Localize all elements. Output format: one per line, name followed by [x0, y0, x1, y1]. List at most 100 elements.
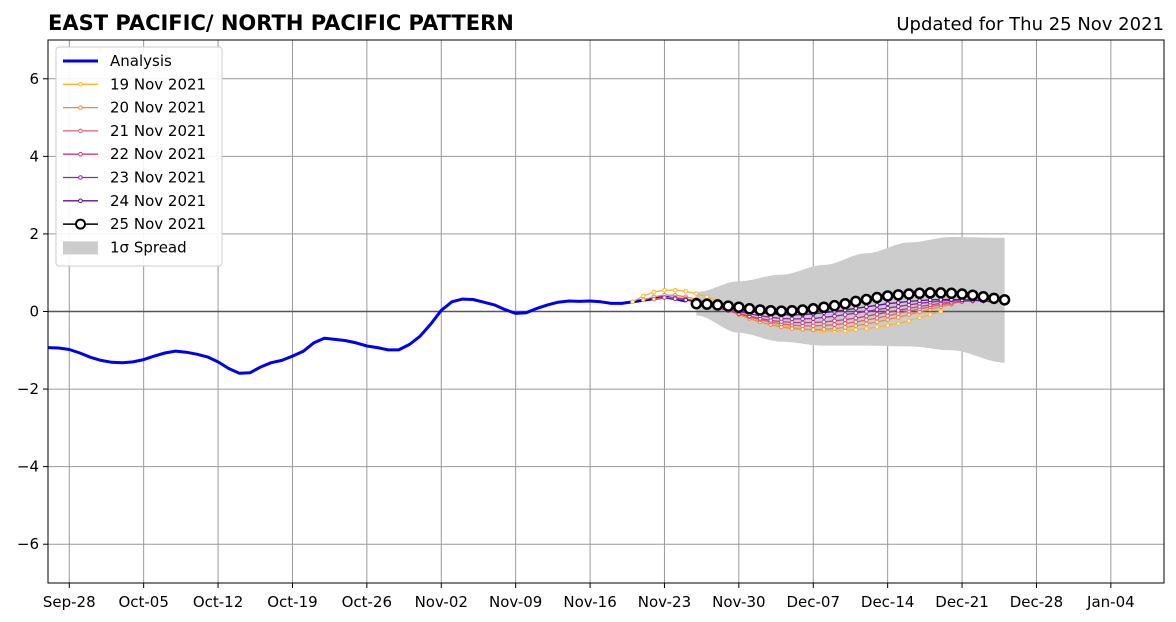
forecast-point — [764, 304, 777, 317]
forecast-point — [924, 287, 936, 299]
x-tick-label: Nov-09 — [489, 593, 542, 611]
forecast-point — [853, 327, 859, 333]
x-tick-label: Sep-28 — [43, 593, 96, 611]
legend-marker — [78, 175, 83, 180]
y-tick-label: −6 — [17, 535, 39, 553]
forecast-point — [885, 317, 890, 322]
legend: Analysis 19 Nov 2021 20 Nov 2021 21 Nov 202… — [55, 46, 223, 267]
analysis-line — [47, 295, 687, 375]
forecast-point — [853, 319, 859, 325]
forecast-point — [828, 299, 841, 312]
x-tick-label: Nov-16 — [563, 593, 616, 611]
forecast-point — [860, 293, 873, 306]
forecast-point — [853, 323, 859, 329]
forecast-point — [927, 312, 933, 317]
forecast-point — [683, 297, 689, 303]
y-tick-label: 6 — [29, 70, 39, 88]
x-tick-label: Oct-26 — [342, 593, 392, 611]
forecast-point — [850, 295, 862, 308]
forecast-point — [722, 300, 734, 312]
forecast-point — [779, 316, 784, 321]
x-tick-label: Nov-02 — [415, 593, 468, 611]
legend-label: 23 Nov 2021 — [110, 169, 206, 187]
legend-item: 22 Nov 2021 — [63, 145, 206, 163]
legend-marker — [78, 82, 83, 87]
y-tick-label: 4 — [29, 147, 39, 165]
forecast-point — [842, 312, 848, 317]
forecast-point — [832, 326, 837, 331]
legend-item: Analysis — [63, 52, 172, 70]
forecast-point — [832, 322, 837, 327]
forecast-point — [874, 311, 880, 317]
forecast-point — [945, 287, 958, 300]
legend-item: 21 Nov 2021 — [63, 122, 206, 140]
forecast-point — [672, 296, 678, 302]
forecast-point — [874, 319, 880, 325]
forecast-point — [839, 297, 851, 310]
legend-item: 24 Nov 2021 — [63, 192, 206, 210]
forecast-point — [956, 288, 968, 300]
series-7 — [690, 287, 1011, 317]
x-tick-label: Oct-12 — [193, 593, 243, 611]
forecast-point — [754, 304, 766, 316]
forecast-point — [938, 309, 944, 314]
forecast-point — [906, 318, 912, 324]
forecast-point — [913, 287, 926, 300]
forecast-point — [789, 316, 795, 322]
legend-label: 19 Nov 2021 — [110, 75, 206, 93]
legend-marker — [75, 218, 86, 230]
legend-item: 25 Nov 2021 — [63, 215, 206, 233]
legend-item: 23 Nov 2021 — [63, 169, 206, 187]
series-0 — [47, 295, 687, 375]
y-axis: −6 −4 −2 0 2 4 6 — [17, 70, 48, 553]
legend-label: Analysis — [110, 52, 172, 70]
forecast-point — [885, 323, 890, 328]
forecast-point — [630, 299, 635, 305]
forecast-point — [796, 304, 809, 316]
forecast-point — [864, 317, 869, 323]
legend-marker — [78, 105, 83, 110]
forecast-point — [885, 301, 890, 307]
y-tick-label: −2 — [17, 380, 39, 398]
forecast-point — [821, 319, 827, 325]
forecast-point — [864, 313, 869, 319]
x-tick-label: Nov-23 — [638, 593, 691, 611]
forecast-point — [892, 289, 905, 301]
x-tick-label: Oct-19 — [267, 593, 317, 611]
legend-label: 22 Nov 2021 — [110, 145, 206, 163]
forecast-point — [864, 304, 869, 310]
forecast-point — [651, 289, 657, 295]
forecast-point — [821, 327, 827, 332]
forecast-point — [895, 308, 901, 313]
forecast-point — [895, 321, 901, 326]
legend-item: 1σ Spread — [63, 238, 187, 256]
forecast-point — [895, 300, 901, 305]
forecast-point — [640, 297, 646, 303]
forecast-point — [853, 310, 859, 316]
forecast-point — [640, 293, 646, 299]
forecast-point — [704, 294, 710, 300]
forecast-point — [807, 303, 820, 315]
forecast-point — [818, 301, 830, 313]
forecast-point — [853, 315, 859, 321]
forecast-point — [874, 307, 880, 312]
legend-marker — [78, 151, 83, 157]
forecast-point — [694, 291, 699, 296]
forecast-point — [864, 326, 869, 331]
forecast-point — [906, 299, 912, 304]
legend-item: 19 Nov 2021 — [63, 75, 206, 93]
forecast-point — [733, 301, 745, 313]
forecast-point — [895, 304, 901, 309]
y-tick-label: 0 — [29, 303, 39, 321]
forecast-point — [800, 316, 805, 322]
forecast-point — [832, 318, 837, 324]
forecast-point — [662, 295, 667, 300]
x-tick-label: Nov-30 — [712, 593, 765, 611]
forecast-point — [786, 304, 798, 317]
chart-title: EAST PACIFIC/ NORTH PACIFIC PATTERN — [48, 11, 514, 35]
forecast-point — [885, 305, 890, 311]
x-tick-label: Jan-04 — [1086, 593, 1135, 611]
forecast-point — [988, 292, 1000, 305]
legend-label: 20 Nov 2021 — [110, 99, 206, 117]
